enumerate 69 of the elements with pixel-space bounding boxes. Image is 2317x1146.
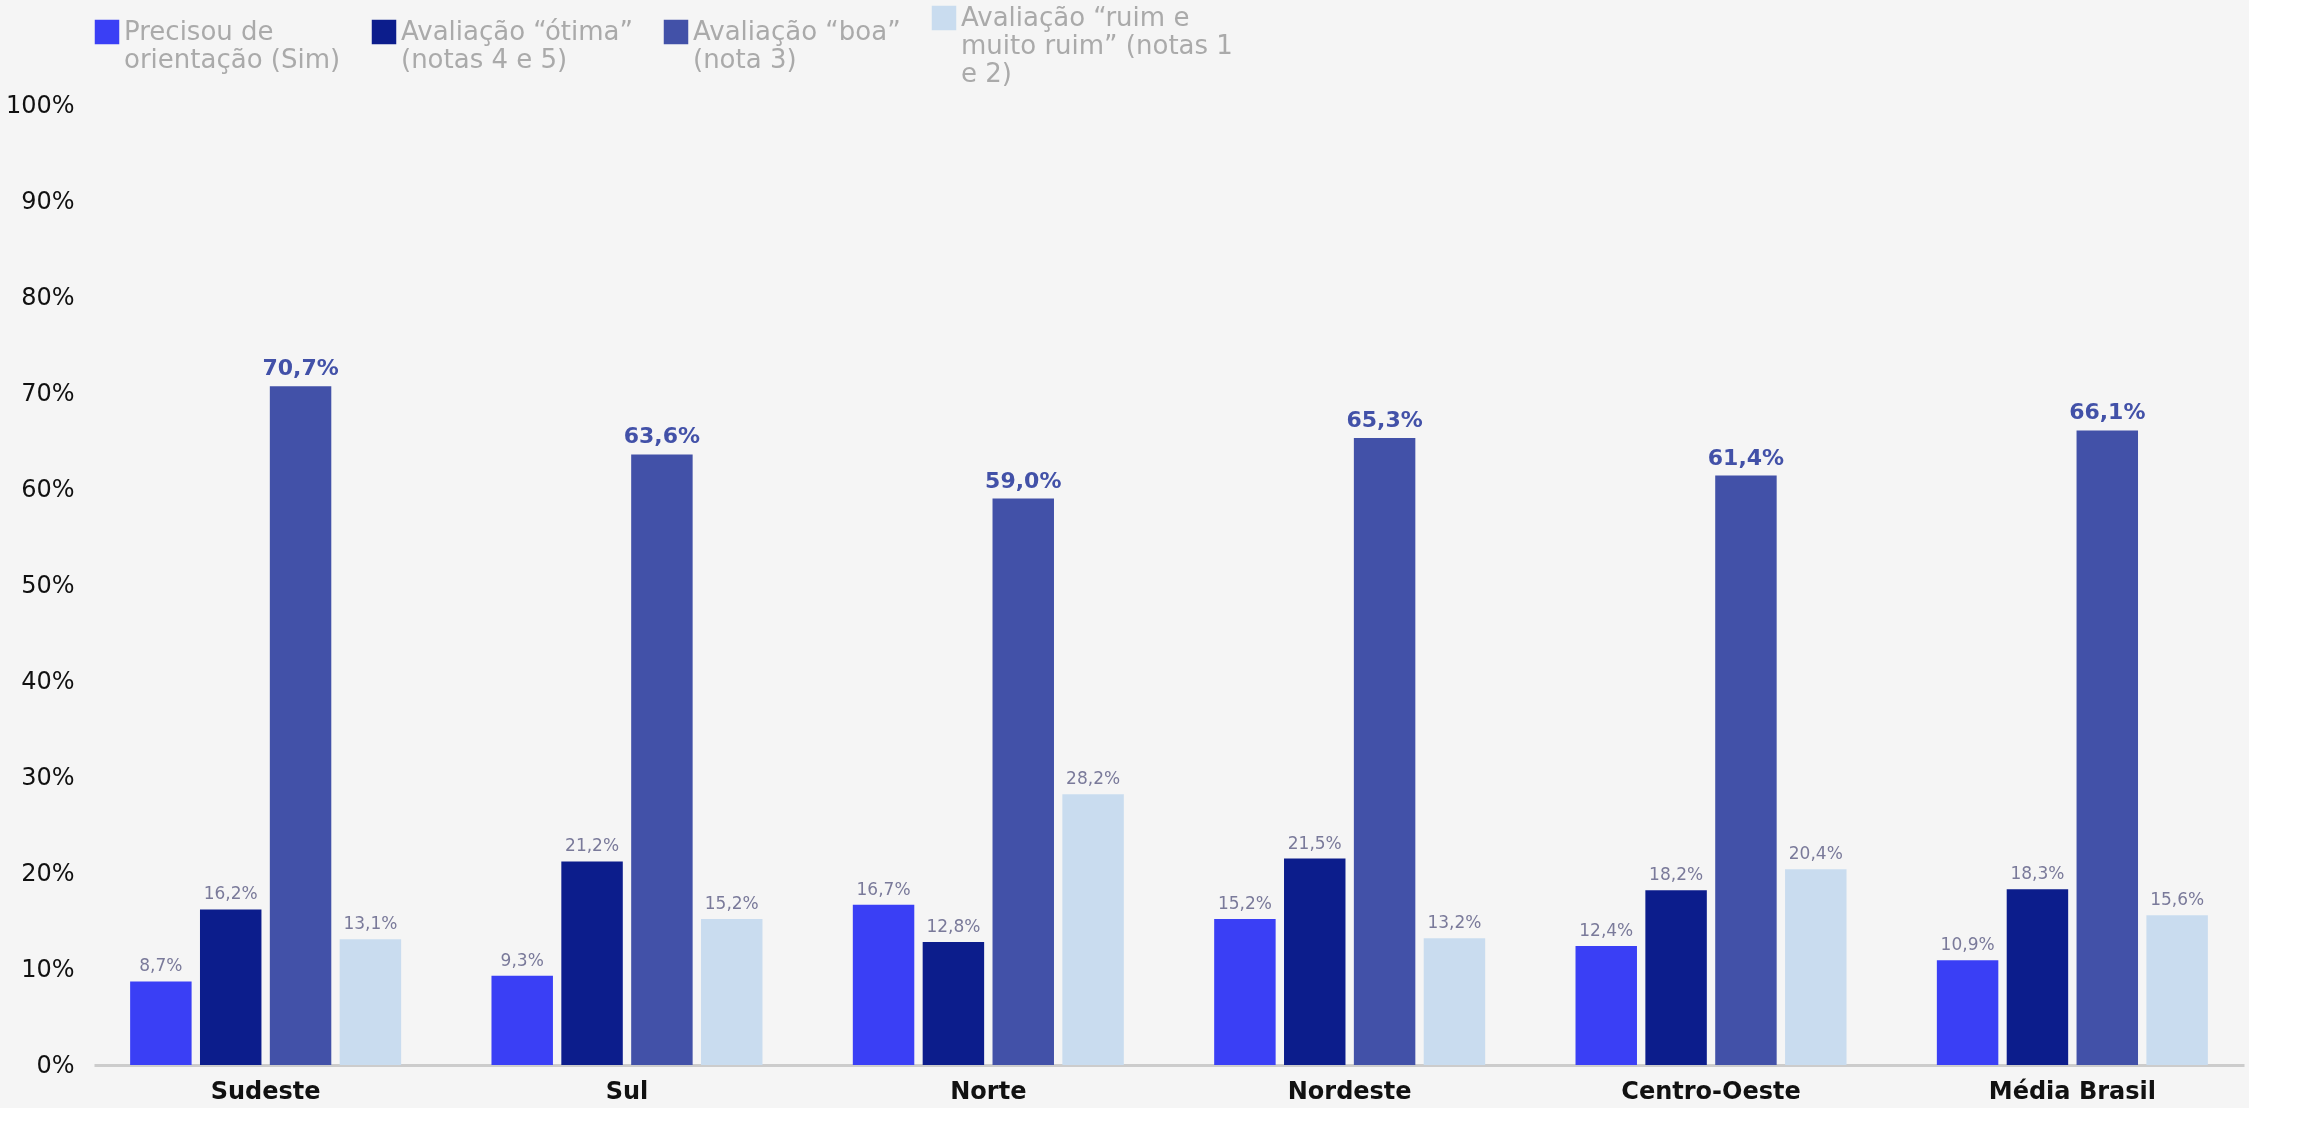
data-label: 61,4% xyxy=(1707,444,1785,470)
legend-label: Precisou de orientação (Sim) xyxy=(124,16,341,74)
bar xyxy=(269,386,332,1065)
bar xyxy=(2076,430,2139,1065)
data-label: 21,5% xyxy=(1287,832,1342,853)
bar xyxy=(1214,919,1276,1065)
data-label: 16,2% xyxy=(203,883,258,904)
data-label: 65,3% xyxy=(1346,407,1423,433)
bar xyxy=(2006,889,2069,1065)
bar xyxy=(1645,890,1707,1065)
y-tick-label: 60% xyxy=(21,474,75,503)
data-label: 15,2% xyxy=(1217,893,1272,914)
bar xyxy=(631,454,693,1065)
data-label: 66,1% xyxy=(2069,399,2146,425)
bar xyxy=(339,939,402,1065)
legend-label: Avaliação “ótima” (notas 4 e 5) xyxy=(401,16,633,74)
y-tick-label: 90% xyxy=(21,186,75,215)
bar xyxy=(701,919,763,1065)
data-label: 70,7% xyxy=(262,355,339,381)
legend-label: Avaliação “ruim e muito ruim” (notas 1 e 2) xyxy=(961,2,1233,88)
data-label: 15,6% xyxy=(2150,889,2205,910)
y-tick-label: 50% xyxy=(21,570,75,599)
bar xyxy=(561,861,623,1065)
x-tick-label: Nordeste xyxy=(1287,1076,1412,1105)
y-tick-label: 0% xyxy=(36,1050,75,1079)
y-tick-label: 40% xyxy=(21,666,75,695)
data-label: 12,8% xyxy=(926,916,981,937)
bar xyxy=(922,942,985,1065)
bar xyxy=(1353,438,1416,1065)
bar xyxy=(1062,794,1124,1065)
data-label: 63,6% xyxy=(623,423,701,449)
bar xyxy=(199,909,262,1065)
x-tick-label: Sul xyxy=(605,1076,649,1105)
bar xyxy=(2146,915,2208,1065)
data-label: 28,2% xyxy=(1066,768,1121,789)
bar xyxy=(1423,938,1486,1065)
y-tick-label: 70% xyxy=(21,378,75,407)
data-label: 8,7% xyxy=(139,955,183,976)
data-label: 13,2% xyxy=(1427,912,1482,933)
x-tick-label: Centro-Oeste xyxy=(1621,1076,1801,1105)
bar xyxy=(992,498,1054,1065)
data-label: 18,2% xyxy=(1649,864,1704,885)
bar xyxy=(491,975,553,1065)
legend-label: Avaliação “boa” (nota 3) xyxy=(693,16,901,74)
bar xyxy=(1715,475,1777,1065)
bar xyxy=(1936,960,1999,1065)
data-label: 16,7% xyxy=(856,878,911,899)
bar xyxy=(852,904,915,1065)
x-tick-label: Norte xyxy=(950,1076,1027,1105)
bar xyxy=(1575,945,1637,1065)
y-tick-label: 10% xyxy=(21,954,75,983)
bar xyxy=(1284,858,1346,1065)
data-label: 18,3% xyxy=(2010,863,2065,884)
y-tick-label: 30% xyxy=(21,762,75,791)
data-label: 59,0% xyxy=(985,467,1062,493)
data-label: 12,4% xyxy=(1579,919,1634,940)
bar xyxy=(1785,869,1847,1065)
data-label: 9,3% xyxy=(500,949,544,970)
data-label: 21,2% xyxy=(565,835,620,856)
data-label: 10,9% xyxy=(1940,934,1995,955)
data-label: 15,2% xyxy=(704,893,759,914)
bar xyxy=(130,981,192,1065)
y-tick-label: 100% xyxy=(5,90,75,119)
x-tick-label: Sudeste xyxy=(210,1076,321,1105)
y-tick-label: 80% xyxy=(21,282,75,311)
y-tick-label: 20% xyxy=(21,858,75,887)
data-label: 20,4% xyxy=(1788,843,1843,864)
data-label: 13,1% xyxy=(343,913,398,934)
x-tick-label: Média Brasil xyxy=(1988,1076,2156,1105)
